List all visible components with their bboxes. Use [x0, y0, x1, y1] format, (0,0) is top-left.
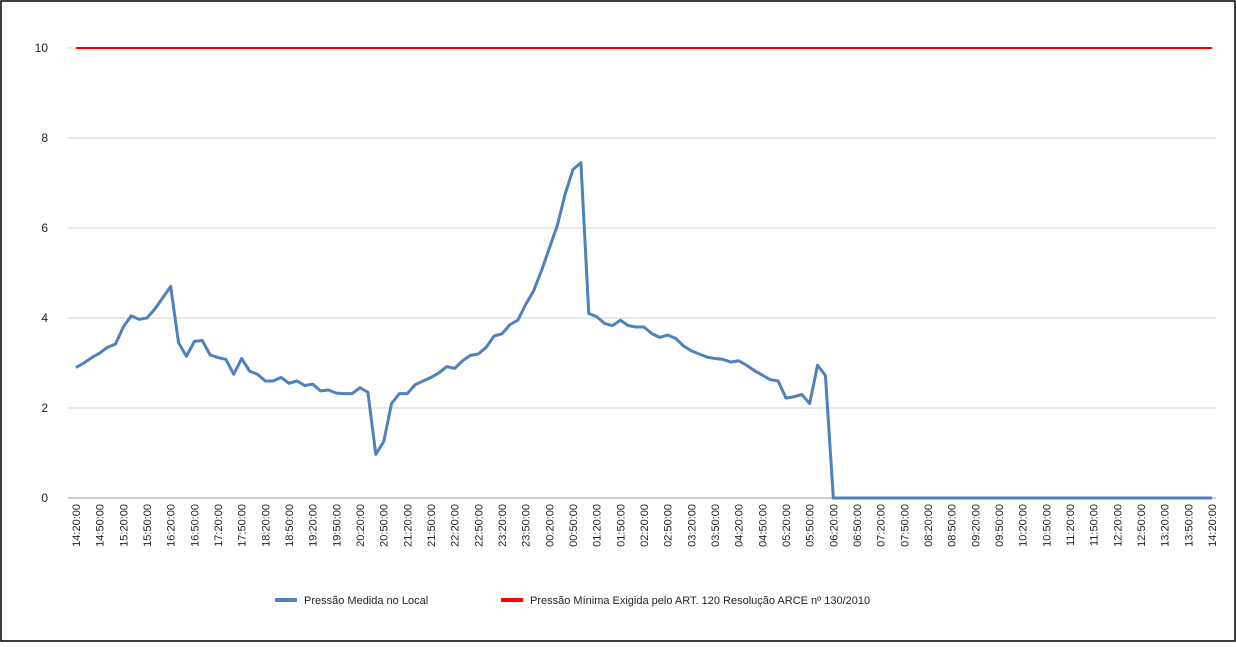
x-tick-label: 11:20:00 [1065, 504, 1077, 546]
x-tick-label: 01:20:00 [592, 504, 604, 547]
x-tick-label: 20:20:00 [355, 504, 367, 547]
y-tick-label: 10 [35, 41, 49, 55]
x-tick-label: 13:20:00 [1160, 504, 1172, 547]
x-tick-label: 04:50:00 [757, 504, 769, 547]
x-tick-label: 16:20:00 [166, 504, 178, 547]
x-tick-label: 09:20:00 [970, 504, 982, 547]
x-tick-label: 21:50:00 [426, 504, 438, 547]
x-tick-label: 20:50:00 [379, 504, 391, 547]
x-tick-label: 00:50:00 [568, 504, 580, 547]
x-tick-label: 17:50:00 [237, 504, 249, 547]
series-line [75, 161, 1212, 500]
x-tick-label: 17:20:00 [213, 504, 225, 547]
y-tick-label: 4 [41, 311, 48, 325]
y-tick-label: 0 [41, 491, 48, 505]
x-tick-label: 15:20:00 [118, 504, 130, 547]
x-tick-label: 08:20:00 [923, 504, 935, 547]
y-tick-label: 6 [41, 221, 48, 235]
x-tick-label: 22:50:00 [473, 504, 485, 547]
x-tick-label: 02:50:00 [663, 504, 675, 547]
x-tick-label: 03:20:00 [686, 504, 698, 547]
y-tick-label: 2 [41, 401, 48, 415]
x-tick-label: 16:50:00 [189, 504, 201, 547]
x-tick-label: 11:50:00 [1089, 504, 1101, 546]
x-tick-label: 13:50:00 [1183, 504, 1195, 547]
x-tick-label: 23:50:00 [521, 504, 533, 547]
x-tick-label: 18:50:00 [284, 504, 296, 547]
x-tick-label: 06:50:00 [852, 504, 864, 547]
x-tick-label: 19:20:00 [308, 504, 320, 547]
x-tick-label: 06:20:00 [828, 504, 840, 547]
x-tick-label: 09:50:00 [994, 504, 1006, 547]
x-tick-label: 10:50:00 [1041, 504, 1053, 547]
x-tick-label: 15:50:00 [142, 504, 154, 547]
x-tick-label: 03:50:00 [710, 504, 722, 547]
x-tick-label: 12:50:00 [1136, 504, 1148, 547]
x-tick-label: 02:20:00 [639, 504, 651, 547]
x-tick-label: 05:50:00 [805, 504, 817, 547]
x-tick-label: 07:20:00 [876, 504, 888, 547]
legend-label: Pressão Mínima Exigida pelo ART. 120 Res… [530, 595, 870, 607]
y-tick-label: 8 [41, 131, 48, 145]
x-tick-label: 19:50:00 [331, 504, 343, 547]
x-tick-label: 18:20:00 [260, 504, 272, 547]
x-tick-label: 04:20:00 [734, 504, 746, 547]
x-tick-label: 14:50:00 [95, 504, 107, 547]
x-tick-label: 14:20:00 [1207, 504, 1219, 547]
x-tick-label: 08:50:00 [947, 504, 959, 547]
x-tick-label: 14:20:00 [71, 504, 83, 547]
x-tick-label: 23:20:00 [497, 504, 509, 547]
x-tick-label: 10:20:00 [1018, 504, 1030, 547]
x-tick-label: 01:50:00 [615, 504, 627, 547]
x-tick-label: 00:20:00 [544, 504, 556, 547]
x-tick-label: 05:20:00 [781, 504, 793, 547]
x-tick-label: 22:20:00 [450, 504, 462, 547]
x-tick-label: 21:20:00 [402, 504, 414, 547]
x-tick-label: 07:50:00 [899, 504, 911, 547]
x-tick-label: 12:20:00 [1112, 504, 1124, 547]
legend-label: Pressão Medida no Local [304, 595, 428, 607]
